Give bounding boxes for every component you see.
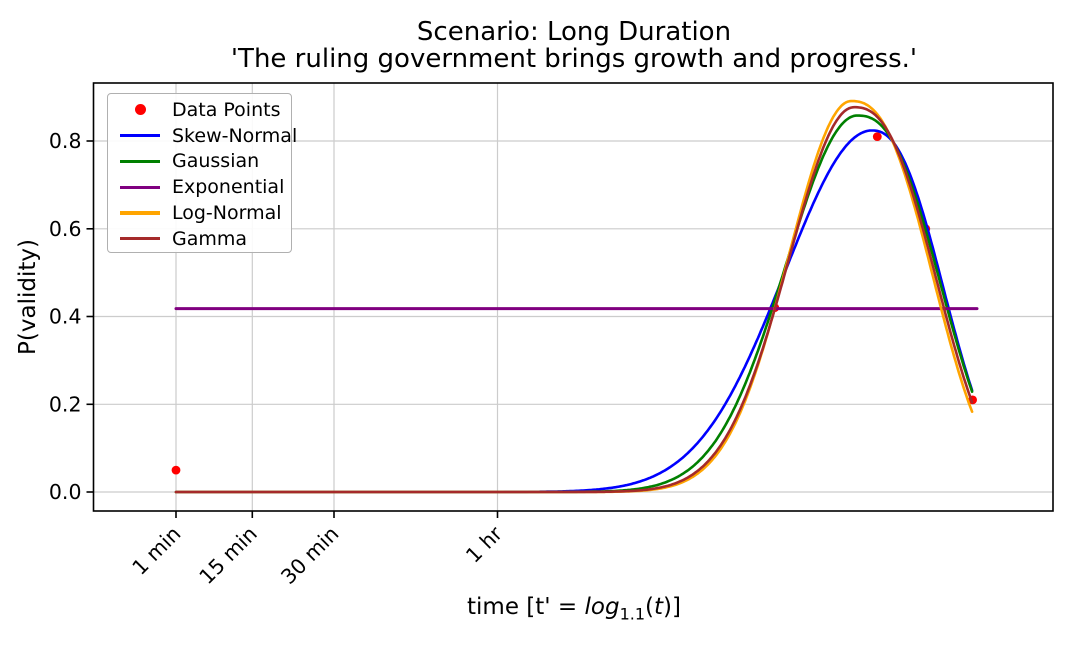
x-tick-label: 15 min — [194, 522, 261, 589]
legend-marker-box — [116, 211, 164, 215]
curve-gaussian — [174, 114, 974, 494]
legend-item-gaussian: Gaussian — [116, 149, 291, 175]
y-tick-label: 0.0 — [49, 480, 82, 504]
skew-normal-line-icon — [120, 134, 160, 138]
exponential-line-icon — [120, 185, 160, 189]
legend-item-skew-normal: Skew-Normal — [116, 123, 297, 149]
x-axis-label-var: t — [654, 594, 664, 620]
legend-label-data-points: Data Points — [172, 98, 281, 121]
gaussian-line-icon — [120, 159, 160, 164]
x-axis-label-open-paren: ( — [645, 594, 654, 620]
legend-marker-box — [116, 134, 164, 138]
x-tick-label: 1 hr — [461, 521, 507, 567]
gamma-line-icon — [120, 237, 160, 241]
legend-marker-box — [116, 185, 164, 189]
legend-item-data-points: Data Points — [116, 97, 291, 123]
data-point — [171, 465, 181, 475]
y-axis-label: P(validity) — [15, 239, 41, 355]
legend-label-skew-normal: Skew-Normal — [172, 124, 298, 147]
chart-title-block: Scenario: Long Duration 'The ruling gove… — [231, 19, 917, 73]
x-axis-label-close: )] — [663, 594, 681, 620]
legend-item-gamma: Gamma — [116, 226, 291, 252]
x-tick-label: 30 min — [276, 522, 343, 589]
data-point — [872, 132, 882, 142]
legend-marker-box — [116, 237, 164, 241]
legend-item-exponential: Exponential — [116, 174, 291, 200]
y-tick-label: 0.2 — [49, 392, 82, 416]
x-axis-label: time [t' = log1.1(t)] — [467, 594, 681, 624]
log-normal-line-icon — [120, 211, 160, 215]
x-tick-label: 1 min — [127, 522, 185, 580]
legend-item-log-normal: Log-Normal — [116, 200, 291, 226]
axes-frame — [92, 82, 1054, 512]
curve-log-normal — [174, 99, 974, 494]
curve-gamma — [174, 105, 974, 494]
data-points-marker-icon — [134, 104, 146, 116]
curve-skew-normal — [174, 129, 974, 494]
legend-label-gamma: Gamma — [172, 227, 248, 250]
x-axis-label-func: log — [584, 594, 620, 620]
legend-label-exponential: Exponential — [172, 176, 285, 199]
legend-label-log-normal: Log-Normal — [172, 202, 282, 225]
chart-title: Scenario: Long Duration — [416, 17, 732, 47]
legend: Data Points Skew-Normal Gaussian Exponen… — [107, 93, 297, 253]
x-axis-label-prefix: time [t' = — [467, 594, 585, 620]
y-tick-label: 0.4 — [49, 305, 82, 329]
chart-subtitle: 'The ruling government brings growth and… — [230, 44, 918, 74]
legend-label-gaussian: Gaussian — [172, 150, 260, 173]
y-tick-label: 0.8 — [49, 129, 82, 153]
y-tick-label: 0.6 — [49, 217, 82, 241]
x-axis-label-base: 1.1 — [619, 604, 646, 624]
legend-marker-box — [116, 104, 164, 116]
legend-marker-box — [116, 159, 164, 164]
